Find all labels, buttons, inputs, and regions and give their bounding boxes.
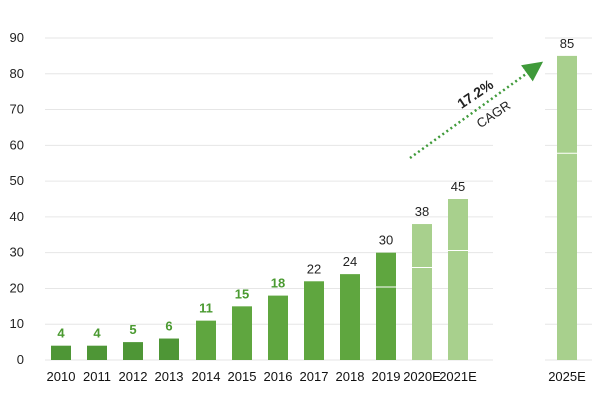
data-label: 4 <box>57 326 65 341</box>
bar-2015 <box>232 306 252 360</box>
data-label: 6 <box>165 319 172 334</box>
bar-2016 <box>268 295 288 360</box>
y-tick-label: 10 <box>10 316 24 331</box>
y-tick-label: 0 <box>17 352 24 367</box>
x-tick-label: 2020E <box>403 369 441 384</box>
bar-2019 <box>376 252 396 360</box>
bar-2013 <box>159 338 179 360</box>
data-label: 30 <box>379 233 393 248</box>
data-label: 38 <box>415 204 429 219</box>
cagr-arrow <box>409 61 544 160</box>
y-tick-label: 20 <box>10 280 24 295</box>
bar-2021E <box>448 199 468 360</box>
data-label: 24 <box>343 254 357 269</box>
x-tick-label: 2016 <box>264 369 293 384</box>
x-tick-label: 2010 <box>47 369 76 384</box>
cagr-label: CAGR <box>474 98 514 131</box>
y-tick-label: 90 <box>10 30 24 45</box>
x-tick-label: 2021E <box>439 369 477 384</box>
y-tick-label: 50 <box>10 173 24 188</box>
data-label: 45 <box>451 179 465 194</box>
x-tick-label: 2013 <box>155 369 184 384</box>
bar-2011 <box>87 345 107 360</box>
data-label: 85 <box>560 36 574 51</box>
bar-2014 <box>196 320 216 360</box>
y-tick-label: 40 <box>10 209 24 224</box>
x-tick-label: 2017 <box>300 369 329 384</box>
bar-2025E <box>557 55 577 361</box>
bar-2020E <box>412 224 432 360</box>
data-label: 4 <box>93 326 101 341</box>
x-tick-label: 2014 <box>192 369 221 384</box>
x-tick-label: 2025E <box>548 369 586 384</box>
bar-2010 <box>51 345 71 360</box>
y-tick-label: 30 <box>10 245 24 260</box>
data-label: 5 <box>129 322 136 337</box>
data-label: 18 <box>271 276 285 291</box>
y-tick-label: 70 <box>10 102 24 117</box>
data-label: 15 <box>235 286 249 301</box>
x-tick-label: 2018 <box>336 369 365 384</box>
y-tick-label: 80 <box>10 66 24 81</box>
x-tick-label: 2019 <box>372 369 401 384</box>
y-tick-label: 60 <box>10 137 24 152</box>
data-label: 11 <box>199 301 213 316</box>
x-tick-label: 2012 <box>119 369 148 384</box>
x-tick-label: 2011 <box>83 369 111 384</box>
cagr-value: 17.2% <box>454 76 496 112</box>
x-tick-label: 2015 <box>228 369 257 384</box>
bar-2017 <box>304 281 324 360</box>
data-label: 22 <box>307 261 321 276</box>
bar-2018 <box>340 274 360 360</box>
bar-2012 <box>123 342 143 360</box>
